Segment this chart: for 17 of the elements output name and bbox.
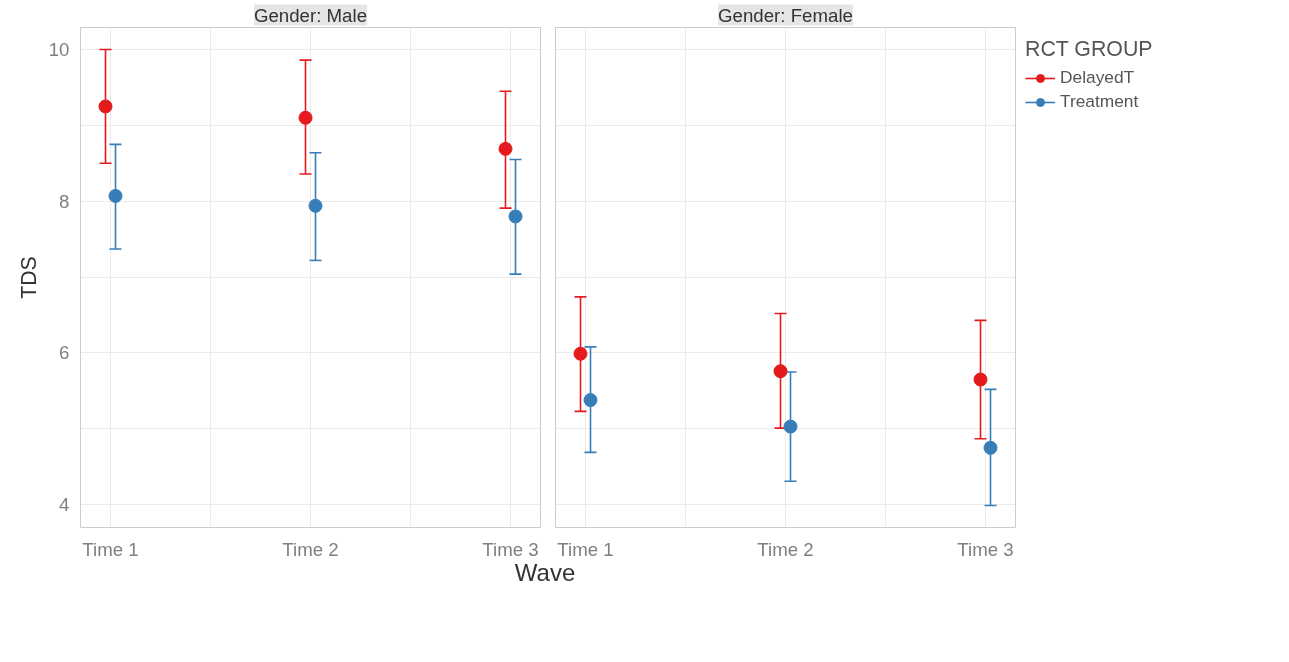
x-tick-label: Time 1 xyxy=(82,538,139,560)
x-tick-label: Time 3 xyxy=(957,538,1014,560)
x-tick-label: Time 1 xyxy=(557,538,614,560)
y-tick-label: 10 xyxy=(48,39,70,60)
y-tick-label: 4 xyxy=(59,494,70,516)
legend-title: RCT GROUP xyxy=(1025,37,1153,62)
chart-title: Gender: Male xyxy=(253,4,368,26)
y-axis-title: TDS xyxy=(16,256,41,299)
legend-label: DelayedT xyxy=(1060,67,1135,88)
x-tick-label: Time 2 xyxy=(757,538,814,560)
legend-label: Treatment xyxy=(1060,91,1139,112)
x-tick-label: Time 3 xyxy=(482,538,539,560)
x-tick-label: Time 2 xyxy=(282,538,339,560)
chart-title: Gender: Female xyxy=(718,4,853,26)
y-tick-label: 6 xyxy=(59,342,70,364)
y-tick-label: 8 xyxy=(59,190,70,212)
x-axis-title: Wave xyxy=(514,558,576,588)
